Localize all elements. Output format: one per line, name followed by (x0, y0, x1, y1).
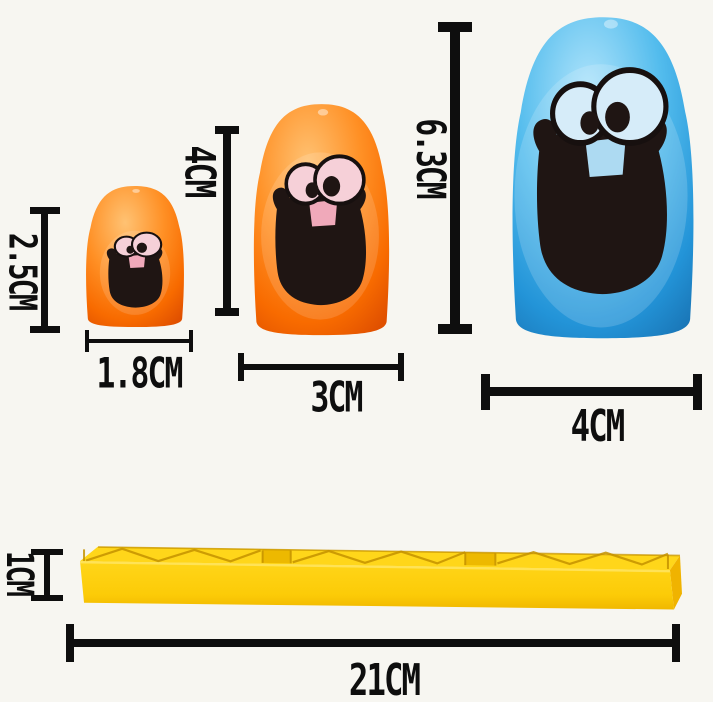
track-width-label: 21CM (348, 655, 421, 702)
right-eye (591, 67, 669, 146)
track-end-cap (669, 555, 682, 610)
medium-toy-height-label: 4CM (175, 145, 225, 197)
mouth (533, 118, 667, 295)
track-front-rim (80, 561, 670, 573)
small-toy-height-label: 2.5CM (0, 232, 45, 310)
right-pupil (605, 101, 630, 133)
large-toy-height-dimension-line (450, 22, 460, 334)
face (261, 152, 379, 320)
right-eye (130, 231, 163, 258)
large-toy-width-dimension-line (481, 387, 702, 396)
track-front-face (80, 561, 674, 610)
right-pupil (136, 242, 148, 253)
tooth (128, 254, 146, 269)
face (99, 230, 171, 315)
track-width-dimension-line (66, 639, 680, 647)
mouth (106, 248, 163, 308)
face (514, 64, 688, 328)
right-eye (313, 154, 366, 206)
track-back-rim (98, 546, 680, 557)
medium-toy-height-dimension-line (223, 126, 231, 316)
left-pupil (126, 245, 135, 254)
medium-orange-capsule-toy (253, 104, 390, 336)
top-dimple (603, 19, 618, 29)
mouth (272, 186, 367, 306)
large-blue-capsule-toy (512, 17, 694, 339)
left-pupil (305, 182, 319, 199)
large-toy-height-label: 6.3CM (406, 118, 453, 198)
right-pupil (322, 176, 341, 197)
top-dimple (317, 109, 329, 116)
medium-toy-width-dimension-line (238, 364, 404, 370)
small-toy-width-dimension-line (85, 339, 193, 343)
track-notch-left (261, 549, 291, 564)
small-toy-width-label: 1.8CM (96, 348, 184, 398)
left-pupil (580, 111, 599, 135)
tooth (309, 199, 338, 227)
yellow-track-bar (80, 546, 682, 610)
track-trusses (83, 547, 669, 569)
tooth (585, 137, 626, 178)
top-dimple (132, 188, 140, 193)
track-notch-right (464, 552, 496, 566)
large-toy-width-label: 4CM (570, 401, 626, 453)
small-toy-height-dimension-line (41, 207, 48, 333)
track-height-dimension-line (44, 549, 50, 601)
track-height-label: 1CM (0, 550, 42, 596)
medium-toy-width-label: 3CM (310, 372, 364, 422)
small-orange-capsule-toy (86, 185, 184, 328)
